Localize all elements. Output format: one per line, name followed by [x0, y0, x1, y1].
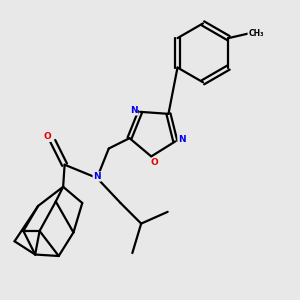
- Text: N: N: [178, 135, 186, 144]
- Text: O: O: [150, 158, 158, 167]
- Text: N: N: [130, 106, 137, 115]
- Text: CH₃: CH₃: [248, 28, 264, 38]
- Text: O: O: [44, 132, 51, 141]
- Text: N: N: [93, 172, 101, 181]
